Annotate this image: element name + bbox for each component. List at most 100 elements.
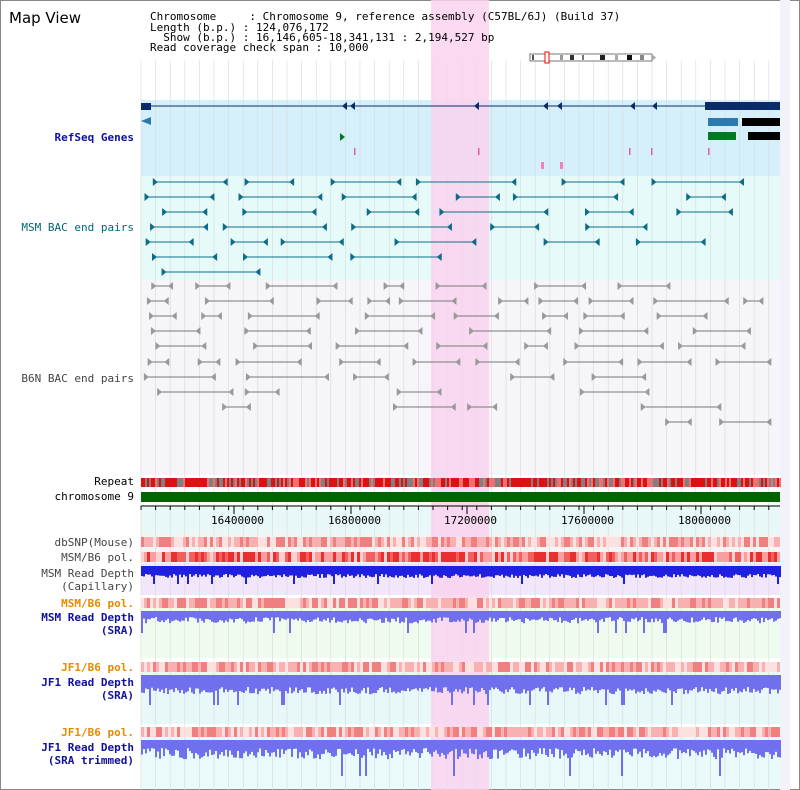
depth-bar: [237, 675, 239, 705]
heat-cell: [480, 662, 483, 672]
depth-bar: [261, 675, 263, 689]
depth-bar: [607, 675, 609, 690]
heat-cell: [396, 552, 399, 562]
depth-bar: [501, 675, 503, 693]
heat-cell: [489, 662, 492, 672]
depth-bar: [717, 566, 719, 578]
depth-bar: [287, 675, 289, 694]
heat-cell: [465, 552, 468, 562]
repeat-segment: [495, 478, 497, 487]
repeat-segment: [649, 478, 651, 487]
depth-bar: [155, 611, 157, 618]
heat-cell: [588, 598, 591, 608]
bac-end: [628, 297, 634, 305]
repeat-segment: [297, 478, 299, 487]
depth-bar: [731, 740, 733, 749]
depth-bar: [347, 611, 349, 624]
repeat-segment: [475, 478, 477, 487]
heat-cell: [429, 537, 432, 547]
depth-bar: [707, 566, 709, 577]
heat-cell: [456, 537, 459, 547]
depth-bar: [265, 675, 267, 691]
heat-cell: [222, 552, 225, 562]
depth-bar: [401, 566, 403, 576]
depth-bar: [169, 740, 171, 755]
depth-bar: [633, 566, 635, 575]
bac-end: [585, 208, 591, 216]
depth-bar: [737, 740, 739, 753]
depth-bar: [279, 566, 281, 576]
depth-bar: [483, 740, 485, 753]
depth-bar: [395, 740, 397, 752]
bac-end: [758, 297, 764, 305]
depth-bar: [675, 675, 677, 694]
depth-bar: [491, 566, 493, 577]
depth-bar: [339, 740, 341, 749]
depth-bar: [541, 566, 543, 578]
ideogram-arrow: [652, 54, 656, 61]
bac-end: [543, 208, 549, 216]
heat-cell: [759, 598, 762, 608]
heat-cell: [663, 727, 666, 737]
depth-bar: [509, 566, 511, 578]
heat-cell: [579, 662, 582, 672]
depth-bar: [543, 566, 545, 576]
heat-cell: [270, 598, 273, 608]
depth-bar: [203, 675, 205, 691]
depth-bar: [761, 740, 763, 757]
depth-bar: [673, 611, 675, 622]
heat-cell: [231, 662, 234, 672]
repeat-segment: [645, 478, 647, 487]
depth-bar: [563, 675, 565, 692]
depth-bar: [567, 675, 569, 692]
depth-bar: [239, 740, 241, 759]
depth-bar: [251, 611, 253, 622]
heat-cell: [597, 662, 600, 672]
depth-bar: [645, 566, 647, 578]
repeat-segment: [241, 478, 243, 487]
repeat-segment: [587, 478, 589, 487]
heat-cell: [360, 662, 363, 672]
heat-cell: [147, 537, 150, 547]
heat-cell: [543, 727, 546, 737]
heat-cell: [594, 662, 597, 672]
depth-bar: [317, 611, 319, 618]
bac-end: [591, 373, 597, 381]
depth-bar: [197, 675, 199, 689]
depth-bar: [435, 740, 437, 751]
depth-bar: [571, 675, 573, 691]
depth-bar: [743, 675, 745, 689]
heat-cell: [438, 537, 441, 547]
depth-bar: [467, 611, 469, 622]
bac-end: [450, 403, 456, 411]
depth-bar: [453, 566, 455, 576]
heat-cell: [231, 598, 234, 608]
repeat-segment: [285, 478, 287, 487]
heat-cell: [465, 537, 468, 547]
heat-cell: [618, 662, 621, 672]
heat-cell: [228, 598, 231, 608]
heat-cell: [651, 662, 654, 672]
bac-end: [678, 342, 684, 350]
label-b6n-bac[interactable]: B6N BAC end pairs: [21, 372, 134, 385]
depth-bar: [263, 675, 265, 689]
depth-bar: [227, 566, 229, 578]
label-msm-bac[interactable]: MSM BAC end pairs: [21, 221, 134, 234]
depth-bar: [739, 611, 741, 621]
depth-bar: [711, 611, 713, 623]
label-refseq-genes[interactable]: RefSeq Genes: [54, 131, 134, 144]
repeat-segment: [623, 478, 625, 487]
ideogram-position: [544, 51, 550, 64]
heat-cell: [492, 552, 495, 562]
heat-cell: [573, 552, 576, 562]
heat-cell: [381, 537, 384, 547]
depth-bar: [329, 611, 331, 623]
depth-bar: [483, 611, 485, 623]
heat-cell: [279, 537, 282, 547]
depth-bar: [651, 566, 653, 576]
heat-cell: [219, 727, 222, 737]
bac-end: [394, 238, 400, 246]
depth-bar: [331, 675, 333, 689]
heat-cell: [270, 727, 273, 737]
